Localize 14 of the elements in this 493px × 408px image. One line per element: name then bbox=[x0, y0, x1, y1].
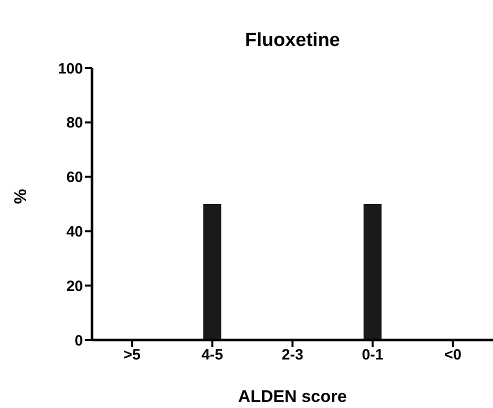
chart-title: Fluoxetine bbox=[244, 30, 341, 52]
y-tick-label: 60 bbox=[66, 169, 83, 186]
y-tick-label: 100 bbox=[58, 60, 83, 78]
x-tick-label: 0-1 bbox=[362, 346, 384, 364]
x-tick-label: <0 bbox=[444, 346, 462, 364]
y-tick-label: 80 bbox=[66, 114, 83, 132]
y-tick-label: 0 bbox=[74, 332, 83, 350]
x-tick-label: 2-3 bbox=[282, 346, 304, 364]
x-axis-title: ALDEN score bbox=[238, 387, 347, 406]
y-tick-label: 40 bbox=[66, 224, 83, 241]
x-tick-label: 4-5 bbox=[201, 346, 224, 364]
x-tick-label: >5 bbox=[124, 346, 141, 364]
y-tick-label: 20 bbox=[66, 278, 83, 295]
y-axis-title: % bbox=[11, 188, 30, 204]
